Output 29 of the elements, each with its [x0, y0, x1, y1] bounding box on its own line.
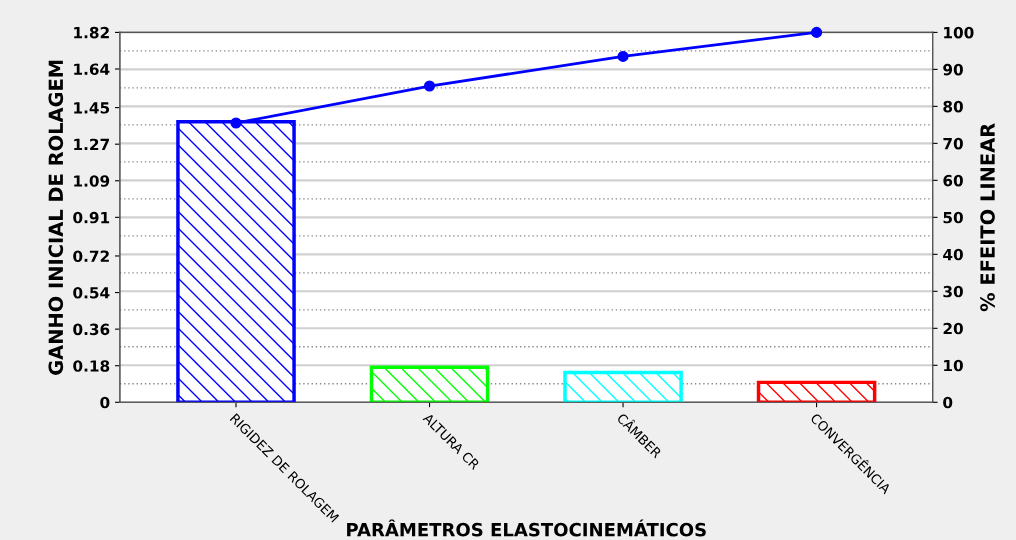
- y-tick-label: 0.18: [73, 360, 110, 372]
- y2-tick-label: 30: [943, 285, 963, 298]
- y-axis-title: GANHO INICIAL DE ROLAGEM: [48, 60, 64, 375]
- y-tick-label: 1.64: [74, 63, 110, 76]
- y2-tick-label: 50: [943, 211, 963, 224]
- y-tick-label: 1.82: [74, 26, 109, 39]
- y2-tick-label: 20: [943, 322, 963, 335]
- y-tick-label: 0: [100, 396, 110, 409]
- y-tick-label: 1.45: [74, 102, 110, 114]
- y-tick-label: 0.91: [73, 211, 110, 224]
- y-tick-label: 0.36: [73, 323, 110, 336]
- y-tick-label: 0.72: [73, 250, 109, 262]
- y2-tick-label: 10: [944, 359, 963, 372]
- y2-tick-label: 0: [943, 396, 953, 409]
- y-tick-label: 1.27: [74, 138, 109, 150]
- y2-tick-label: 80: [943, 100, 963, 113]
- point: [617, 50, 629, 62]
- point: [423, 80, 436, 92]
- y2-tick-label: 40: [943, 248, 963, 261]
- y2-tick-label: 100: [944, 26, 974, 39]
- y2-axis-title: % EFEITO LINEAR: [980, 123, 995, 312]
- point: [230, 117, 242, 129]
- x-axis-title: PARÂMETROS ELASTOCINEMÁTICOS: [347, 519, 706, 537]
- y2-tick-label: 60: [943, 174, 963, 187]
- y2-tick-label: 90: [943, 63, 963, 76]
- y-tick-label: 0.54: [73, 287, 110, 299]
- point: [811, 26, 823, 38]
- y-tick-label: 1.09: [74, 175, 110, 187]
- y2-tick-label: 70: [943, 137, 963, 150]
